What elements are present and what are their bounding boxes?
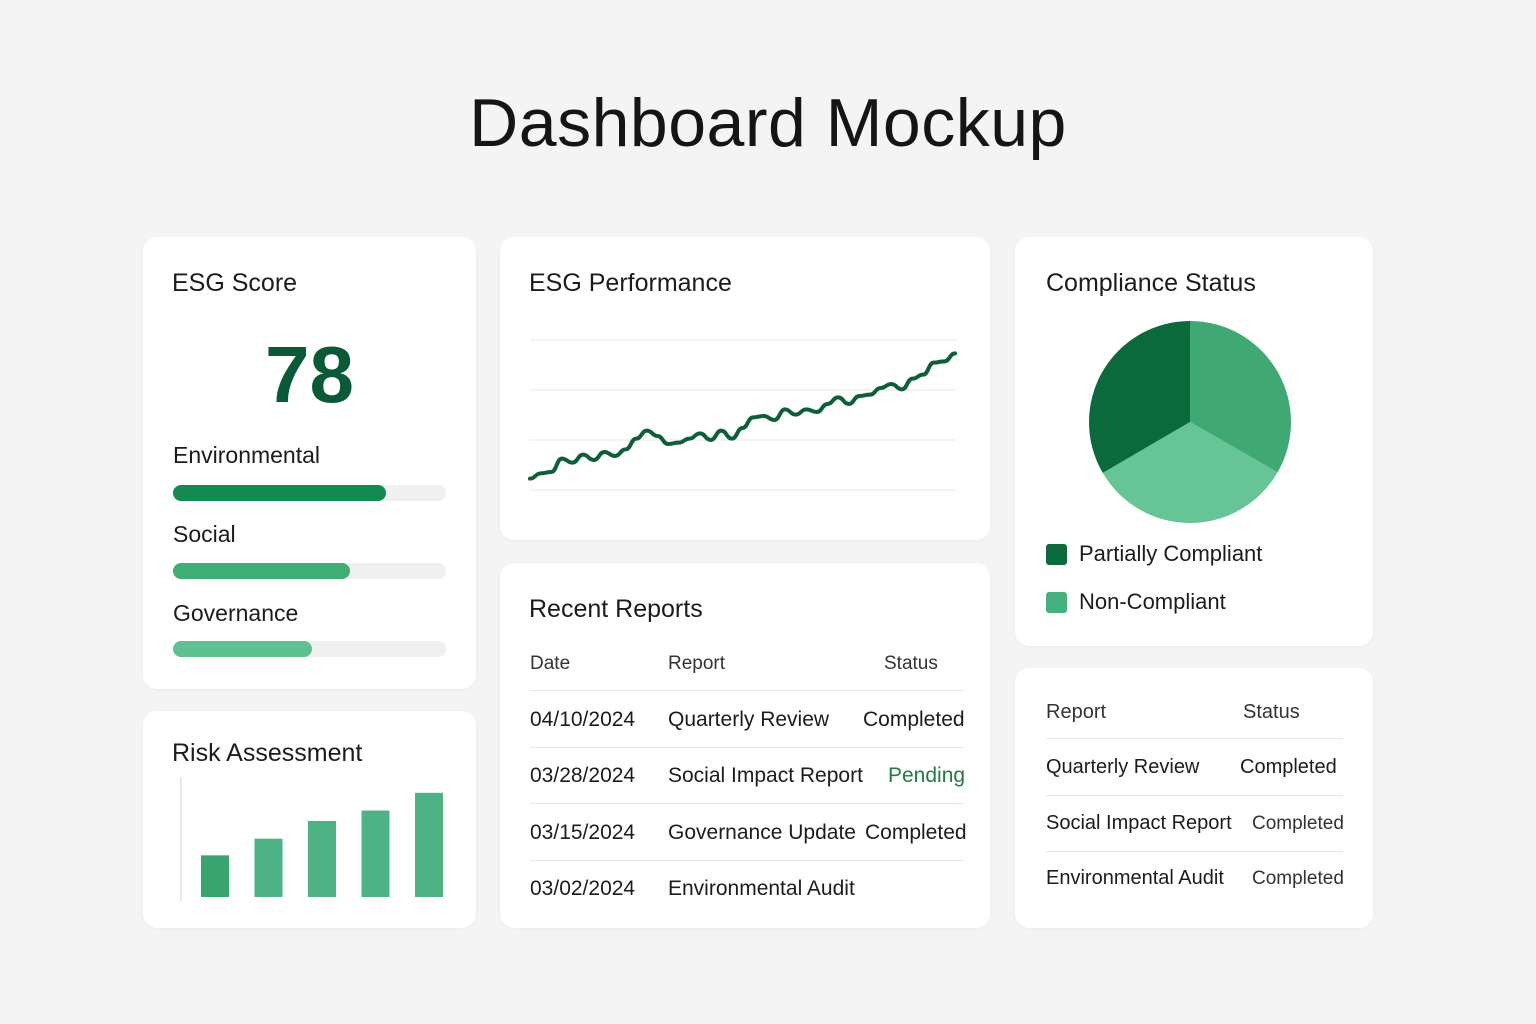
status-row-2-status: Completed: [1252, 813, 1344, 834]
report-row-2-status: Pending: [888, 764, 966, 787]
governance-progress-track: [173, 641, 446, 657]
social-progress-track: [173, 563, 446, 579]
report-row-4-date: 03/02/2024: [530, 877, 636, 900]
column-header-status[interactable]: Status: [1243, 701, 1300, 723]
report-row-1-name[interactable]: Quarterly Review: [668, 708, 830, 731]
report-row-1-status: Completed: [863, 708, 965, 731]
status-row-1-status: Completed: [1240, 756, 1337, 778]
environmental-label: Environmental: [173, 442, 321, 468]
column-header-date[interactable]: Date: [530, 653, 571, 674]
pie-slice-3: [1089, 321, 1190, 473]
risk-assessment-card: Risk Assessment: [143, 711, 476, 928]
table-divider: [530, 803, 964, 804]
compliance-pie-chart: [1089, 321, 1291, 523]
report-status-card: Report Status Quarterly Review Completed…: [1015, 668, 1373, 928]
esg-score-title: ESG Score: [172, 269, 298, 297]
report-row-3-status: Completed: [865, 821, 967, 844]
report-row-1-date: 04/10/2024: [530, 708, 636, 731]
recent-reports-card: Recent Reports Date Report Status 04/10/…: [500, 563, 990, 928]
esg-score-card: ESG Score 78 Environmental Social Govern…: [143, 237, 476, 689]
esg-performance-series-line: [528, 351, 957, 481]
compliance-status-card: Compliance Status Partially Compliant No…: [1015, 237, 1373, 646]
pie-slice-1: [1190, 321, 1291, 473]
risk-bar-1: [201, 855, 229, 897]
column-header-status[interactable]: Status: [884, 653, 938, 674]
table-divider: [1046, 795, 1343, 796]
esg-score-value: 78: [265, 330, 354, 419]
esg-performance-line-chart: [528, 339, 957, 491]
status-row-3-report[interactable]: Environmental Audit: [1046, 867, 1224, 889]
risk-bar-5: [415, 792, 443, 897]
report-row-2-date: 03/28/2024: [530, 764, 636, 787]
status-row-1-report[interactable]: Quarterly Review: [1046, 756, 1200, 778]
governance-progress-fill: [173, 641, 313, 657]
table-divider: [1046, 851, 1343, 852]
status-row-2-report[interactable]: Social Impact Report: [1046, 812, 1232, 834]
risk-bar-3: [308, 820, 336, 897]
report-row-4-name[interactable]: Environmental Audit: [668, 877, 855, 900]
risk-bar-chart: [180, 777, 443, 901]
risk-assessment-title: Risk Assessment: [172, 739, 363, 767]
esg-performance-title: ESG Performance: [529, 269, 732, 297]
page-title: Dashboard Mockup: [469, 85, 1067, 161]
legend-label-partially-compliant: Partially Compliant: [1079, 541, 1263, 566]
table-divider: [530, 747, 964, 748]
table-divider: [1046, 738, 1343, 739]
governance-label: Governance: [173, 600, 299, 626]
report-row-3-date: 03/15/2024: [530, 821, 636, 844]
report-row-3-name[interactable]: Governance Update: [668, 821, 856, 844]
column-header-report[interactable]: Report: [668, 653, 726, 674]
table-divider: [530, 860, 964, 861]
social-progress-fill: [173, 563, 351, 579]
social-label: Social: [173, 521, 236, 547]
pie-slice-2: [1102, 422, 1278, 523]
risk-bar-2: [254, 838, 283, 897]
status-row-3-status: Completed: [1252, 868, 1344, 889]
environmental-progress-track: [173, 485, 446, 501]
recent-reports-title: Recent Reports: [529, 595, 703, 623]
report-row-2-name[interactable]: Social Impact Report: [668, 764, 863, 787]
compliance-status-title: Compliance Status: [1046, 269, 1256, 297]
table-divider: [530, 690, 964, 691]
legend-swatch-non-compliant: [1046, 592, 1067, 613]
risk-bar-4: [361, 810, 390, 897]
column-header-report[interactable]: Report: [1046, 701, 1107, 723]
legend-label-non-compliant: Non-Compliant: [1079, 589, 1226, 614]
environmental-progress-fill: [173, 485, 386, 501]
legend-swatch-partially-compliant: [1046, 544, 1067, 565]
esg-performance-card: ESG Performance: [500, 237, 990, 540]
